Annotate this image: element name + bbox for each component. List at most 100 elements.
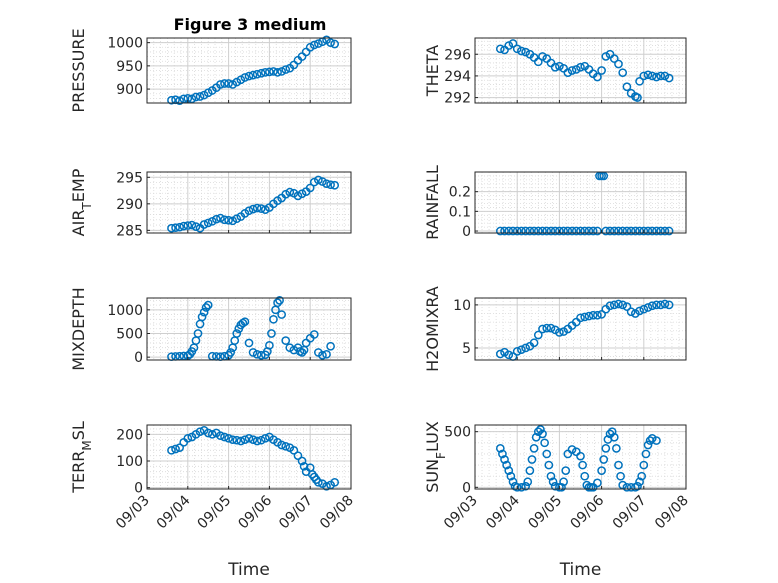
data-point bbox=[199, 307, 209, 317]
data-point bbox=[256, 68, 266, 78]
data-point bbox=[500, 226, 509, 236]
data-point bbox=[297, 456, 307, 466]
data-point bbox=[244, 433, 254, 443]
data-point bbox=[171, 444, 180, 454]
data-point bbox=[203, 300, 213, 310]
data-point bbox=[633, 481, 642, 491]
subplot-8: 0 500 09/03 09/04 09/05 09/06 09/07 09/08 Time SU… bbox=[423, 421, 692, 580]
data-point bbox=[633, 93, 642, 102]
data-point bbox=[248, 435, 258, 445]
series-markers bbox=[495, 299, 674, 361]
data-point bbox=[567, 66, 577, 75]
data-point bbox=[643, 440, 653, 450]
subplot-5: 0 500 1000 MIXDEPTH bbox=[69, 287, 352, 371]
data-point bbox=[580, 471, 590, 481]
data-point bbox=[285, 187, 295, 197]
y-axis-label: AIRTEMP bbox=[69, 168, 94, 236]
data-point bbox=[267, 329, 276, 338]
data-point bbox=[639, 460, 649, 470]
data-point bbox=[326, 180, 335, 190]
axes-box bbox=[474, 424, 687, 490]
subplot-1: 900 950 1000 PRESSURE bbox=[69, 28, 352, 113]
data-point bbox=[512, 482, 522, 492]
data-point bbox=[637, 471, 647, 481]
data-point bbox=[502, 460, 511, 470]
y-tick-label: 950 bbox=[116, 59, 143, 75]
y-tick-label: 10 bbox=[453, 298, 471, 314]
subplot-3: 285 290 295 AIRTEMP bbox=[69, 168, 352, 239]
y-tick-label: 500 bbox=[116, 326, 143, 342]
data-point bbox=[597, 466, 606, 475]
data-point bbox=[504, 466, 514, 475]
subplot-4: 0 0.1 0.2 RAINFALL bbox=[423, 165, 687, 240]
data-point bbox=[498, 449, 507, 459]
data-point bbox=[252, 436, 262, 446]
x-tick-label: 09/05 bbox=[195, 493, 235, 533]
data-point bbox=[314, 175, 323, 185]
series-markers bbox=[167, 296, 335, 362]
data-point bbox=[330, 39, 340, 49]
data-point bbox=[248, 70, 258, 80]
data-point bbox=[578, 460, 587, 470]
data-point bbox=[555, 61, 564, 71]
series-markers bbox=[495, 39, 674, 102]
data-point bbox=[252, 69, 262, 79]
data-point bbox=[529, 444, 539, 453]
x-tick-label: 09/06 bbox=[568, 492, 608, 532]
data-point bbox=[183, 433, 193, 443]
data-point bbox=[191, 222, 201, 231]
y-axis-label: SUNFLUX bbox=[423, 421, 448, 493]
data-point bbox=[260, 433, 270, 443]
data-point bbox=[220, 215, 229, 225]
data-point bbox=[540, 438, 549, 448]
data-point bbox=[546, 226, 556, 236]
x-tick-label: 09/07 bbox=[610, 493, 650, 533]
data-point bbox=[626, 307, 636, 317]
data-point bbox=[527, 455, 537, 464]
data-point bbox=[647, 434, 657, 443]
data-point bbox=[609, 226, 619, 236]
data-point bbox=[238, 318, 248, 328]
series-markers bbox=[495, 425, 661, 492]
y-axis-label: H2OMIXRA bbox=[423, 286, 442, 372]
data-point bbox=[322, 179, 331, 189]
data-point bbox=[314, 39, 323, 48]
data-point bbox=[614, 226, 623, 236]
data-point bbox=[248, 348, 258, 357]
data-point bbox=[495, 349, 505, 359]
data-point bbox=[191, 92, 201, 102]
data-point bbox=[175, 443, 184, 453]
series-markers bbox=[167, 425, 340, 491]
data-point bbox=[265, 67, 274, 77]
data-point bbox=[542, 323, 552, 333]
data-point bbox=[618, 300, 628, 310]
data-point bbox=[179, 221, 189, 231]
data-point bbox=[256, 204, 266, 213]
x-tick-label: 09/08 bbox=[652, 493, 692, 533]
data-point bbox=[548, 477, 558, 487]
axes-box bbox=[146, 171, 352, 234]
data-point bbox=[544, 460, 554, 470]
data-point bbox=[607, 427, 617, 437]
data-point bbox=[506, 471, 516, 481]
data-point bbox=[171, 223, 180, 233]
data-point bbox=[605, 226, 615, 236]
data-point bbox=[252, 349, 262, 359]
data-point bbox=[664, 73, 674, 83]
data-point bbox=[299, 461, 309, 471]
figure-title: Figure 3 medium bbox=[174, 15, 327, 34]
data-point bbox=[240, 317, 250, 327]
data-point bbox=[256, 435, 266, 445]
data-point bbox=[322, 481, 331, 491]
data-point bbox=[318, 350, 327, 360]
y-tick-label: 500 bbox=[444, 425, 471, 441]
data-point bbox=[521, 343, 530, 353]
data-point bbox=[660, 299, 670, 309]
data-point bbox=[207, 429, 217, 439]
data-point bbox=[643, 70, 653, 80]
data-point bbox=[220, 79, 229, 88]
data-point bbox=[495, 444, 505, 453]
x-tick-label: 09/07 bbox=[276, 493, 316, 533]
data-point bbox=[273, 68, 282, 77]
data-point bbox=[639, 226, 649, 236]
